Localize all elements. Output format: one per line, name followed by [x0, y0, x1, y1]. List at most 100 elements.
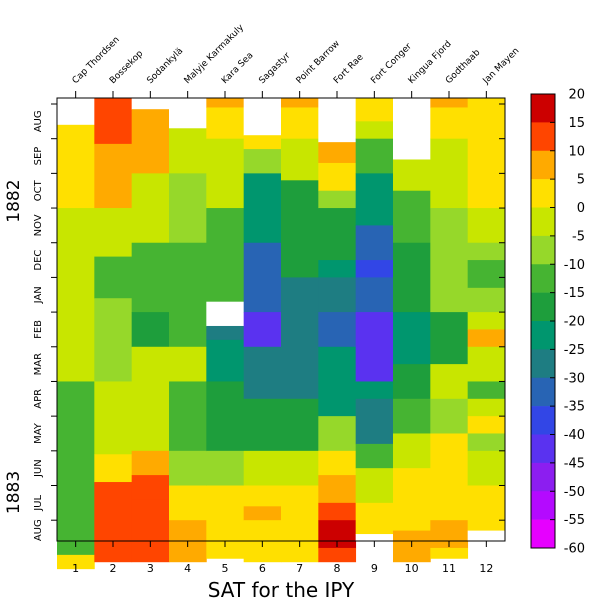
heatmap-cell [393, 468, 431, 531]
heatmap-cell [355, 277, 394, 313]
heatmap-cell [467, 208, 506, 244]
heatmap-cell [131, 475, 170, 486]
heatmap-cell [131, 109, 170, 174]
month-label: OCT [33, 179, 44, 201]
x-tick-label: 1 [72, 562, 79, 575]
heatmap-cell [355, 443, 394, 469]
heatmap-cell [318, 346, 357, 417]
heatmap-cell [94, 256, 133, 299]
heatmap-cell [467, 530, 506, 542]
heatmap-cell [318, 142, 357, 164]
heatmap-cell [430, 312, 469, 365]
colorbar-swatch [531, 264, 555, 293]
x-tick-label: 2 [110, 562, 117, 575]
heatmap-cell [467, 346, 506, 382]
heatmap-cell [318, 162, 357, 192]
heatmap-cell [430, 173, 469, 209]
heatmap-cell [206, 98, 245, 108]
heatmap-cell [430, 208, 469, 313]
heatmap-cell [355, 502, 394, 535]
heatmap-cell [94, 208, 133, 258]
heatmap-cell [243, 242, 282, 313]
year-label: 1883 [4, 471, 24, 514]
heatmap-cell [430, 107, 469, 140]
station-label: Sodankylä [145, 46, 185, 86]
x-tick-label: 7 [296, 562, 303, 575]
colorbar-swatch [531, 292, 555, 322]
x-axis-title: SAT for the IPY [208, 578, 355, 602]
heatmap-cell [94, 143, 133, 209]
heatmap-cell [169, 346, 207, 382]
x-tick-label: 10 [405, 562, 419, 575]
heatmap-cell [430, 98, 469, 108]
colorbar-swatch [531, 462, 555, 492]
colorbar-label: -40 [564, 428, 585, 443]
colorbar-swatch [531, 491, 555, 520]
month-label: DEC [33, 250, 44, 271]
colorbar-swatch [531, 207, 555, 237]
colorbar-swatch [531, 377, 555, 407]
heatmap-cell [393, 433, 431, 469]
station-label: Kara Sea [220, 51, 255, 86]
heatmap-cell [169, 485, 207, 521]
heatmap-cell [430, 138, 469, 174]
heatmap-cell [57, 381, 95, 452]
heatmap-cell [206, 325, 245, 341]
colorbar-swatch [531, 406, 555, 435]
colorbar-label: -35 [564, 400, 585, 415]
month-label: AUG [33, 519, 44, 541]
colorbar-label: 5 [577, 173, 585, 188]
heatmap-cell [206, 339, 245, 382]
heatmap-cell [281, 485, 319, 563]
heatmap-cell [318, 260, 357, 278]
heatmap-cell [281, 98, 319, 108]
heatmap-cell [318, 277, 357, 313]
heatmap-cell [355, 468, 394, 504]
heatmap-cell [281, 398, 319, 452]
heatmap-cell [430, 433, 469, 486]
heatmap-cell [131, 485, 170, 500]
heatmap-cell [281, 180, 319, 278]
y-axis: AUG SEP OCT NOV DEC JAN FEB MAR APR MAY JUN JUL AUG 1… [4, 103, 505, 541]
colorbar-swatch [531, 150, 555, 180]
heatmap-cell [131, 173, 170, 244]
heatmap-cell [467, 398, 506, 417]
heatmap-cell [206, 381, 245, 452]
heatmap-cell [355, 138, 394, 174]
heatmap-cell [169, 98, 207, 129]
heatmap-cell [243, 398, 282, 452]
heatmap-cell [318, 98, 357, 143]
heatmap-cell [355, 534, 394, 542]
heatmap-cell [94, 482, 133, 563]
colorbar-label: -30 [564, 371, 585, 386]
station-label: Bossekop [108, 49, 145, 86]
heatmap-cell [57, 450, 95, 556]
heatmap-cell [430, 364, 469, 400]
heatmap-cell [467, 485, 506, 531]
heatmap-cells [57, 98, 506, 570]
colorbar-label: 0 [577, 201, 585, 216]
heatmap-cell [430, 398, 469, 434]
heatmap-cell [355, 312, 394, 382]
heatmap-cell [206, 450, 245, 486]
heatmap-cell [318, 190, 357, 209]
heatmap-cell [243, 135, 282, 150]
x-tick-label: 5 [222, 562, 229, 575]
heatmap-cell [131, 98, 170, 110]
x-tick-label: 11 [442, 562, 456, 575]
heatmap-cell [243, 485, 282, 507]
year-label: 1882 [4, 179, 24, 222]
heatmap-cell [318, 312, 357, 348]
colorbar-label: 15 [568, 116, 585, 131]
colorbar-swatch [531, 179, 555, 208]
heatmap-cell [94, 454, 133, 483]
heatmap-cell [318, 416, 357, 452]
heatmap-cell [393, 242, 431, 313]
colorbar-label: -50 [564, 485, 585, 500]
heatmap-cell [467, 260, 506, 289]
colorbar-swatch [531, 519, 555, 549]
heatmap-cell [57, 208, 95, 382]
heatmap-cell [94, 298, 133, 382]
heatmap-cell [169, 128, 207, 174]
